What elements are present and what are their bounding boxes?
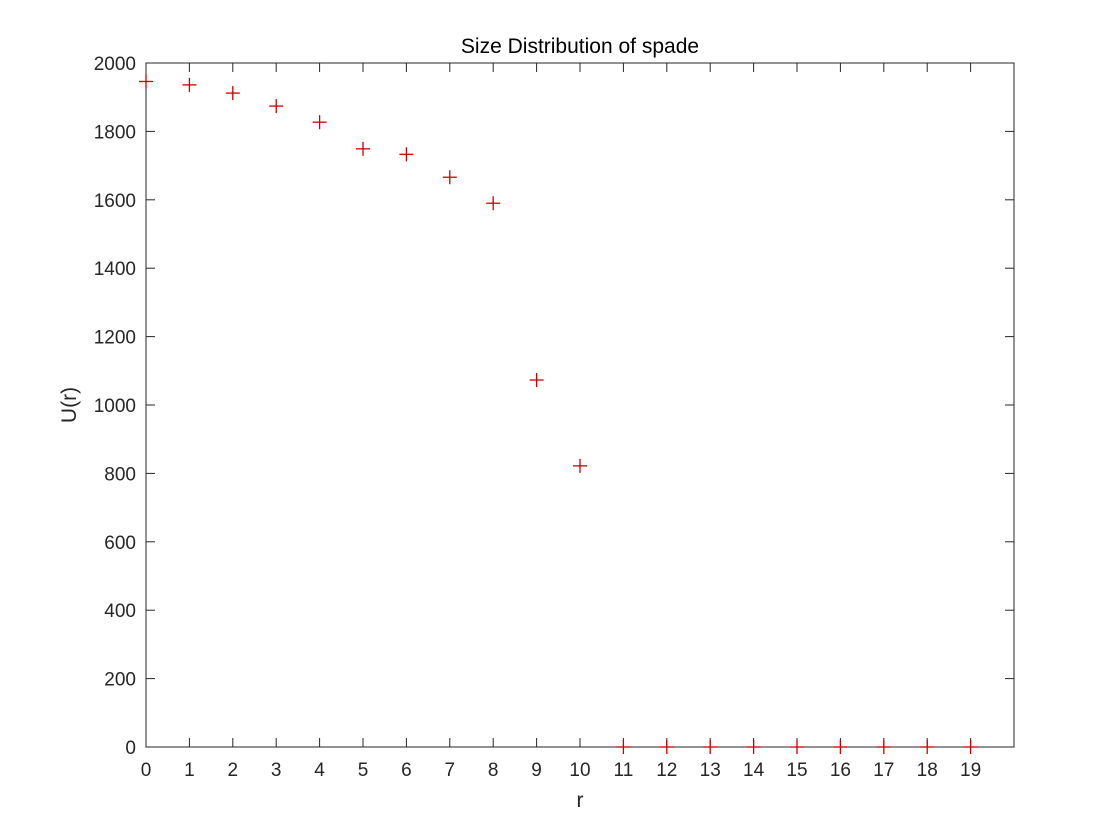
y-tick-label: 1600 <box>94 191 136 212</box>
x-tick-label: 3 <box>271 760 282 781</box>
data-point <box>790 740 804 754</box>
y-tick-label: 600 <box>104 533 136 554</box>
data-point <box>963 740 978 754</box>
y-axis-label: U(r) <box>58 387 81 423</box>
y-tick-label: 400 <box>104 601 136 622</box>
y-tick-label: 0 <box>125 738 136 759</box>
data-point <box>356 141 370 156</box>
plot-area <box>145 62 1015 748</box>
x-tick-label: 4 <box>314 760 325 781</box>
x-tick-label: 14 <box>743 760 765 781</box>
x-tick-label: 7 <box>445 760 456 781</box>
x-tick-label: 10 <box>569 760 590 781</box>
x-tick-label: 8 <box>488 760 499 781</box>
data-point <box>833 740 848 754</box>
data-point <box>573 458 587 473</box>
chart-title: Size Distribution of spade <box>461 35 699 58</box>
x-tick-label: 16 <box>830 760 851 781</box>
x-tick-label: 15 <box>786 760 807 781</box>
axis-tick-labels: 0 1 2 3 4 5 6 7 8 9 10 11 12 13 14 15 16 17 18 190200400600… <box>94 54 981 781</box>
data-point <box>920 740 935 754</box>
x-tick-label: 19 <box>960 760 981 781</box>
x-tick-label: 11 <box>614 760 634 781</box>
data-point <box>616 740 631 754</box>
x-tick-label: 5 <box>358 760 369 781</box>
x-tick-label: 12 <box>656 760 677 781</box>
data-markers <box>139 74 978 754</box>
data-point <box>659 740 674 754</box>
x-tick-label: 6 <box>401 760 412 781</box>
data-point <box>399 147 414 162</box>
x-tick-label: 2 <box>228 760 239 781</box>
x-tick-label: 13 <box>700 760 721 781</box>
x-tick-label: 1 <box>184 760 195 781</box>
data-point <box>182 77 197 92</box>
data-point <box>703 740 718 754</box>
x-axis-label: r <box>577 789 584 812</box>
data-point <box>269 99 284 114</box>
x-tick-label: 18 <box>917 760 938 781</box>
x-tick-label: 17 <box>873 760 894 781</box>
data-point <box>139 74 153 89</box>
data-point <box>442 170 457 185</box>
data-point <box>746 740 761 754</box>
y-tick-label: 1200 <box>94 328 136 349</box>
x-tick-label: 0 <box>141 760 152 781</box>
y-tick-label: 2000 <box>94 54 136 75</box>
axis-ticks <box>145 62 1014 748</box>
y-tick-label: 200 <box>104 670 136 691</box>
y-tick-label: 1400 <box>94 259 136 280</box>
data-point <box>486 196 501 211</box>
data-point <box>312 115 327 130</box>
data-point <box>529 373 544 388</box>
y-tick-label: 1000 <box>94 396 136 417</box>
data-point <box>225 86 240 101</box>
data-point <box>876 740 891 754</box>
y-tick-label: 800 <box>104 464 136 485</box>
x-tick-label: 9 <box>531 760 542 781</box>
y-tick-label: 1800 <box>94 122 136 143</box>
